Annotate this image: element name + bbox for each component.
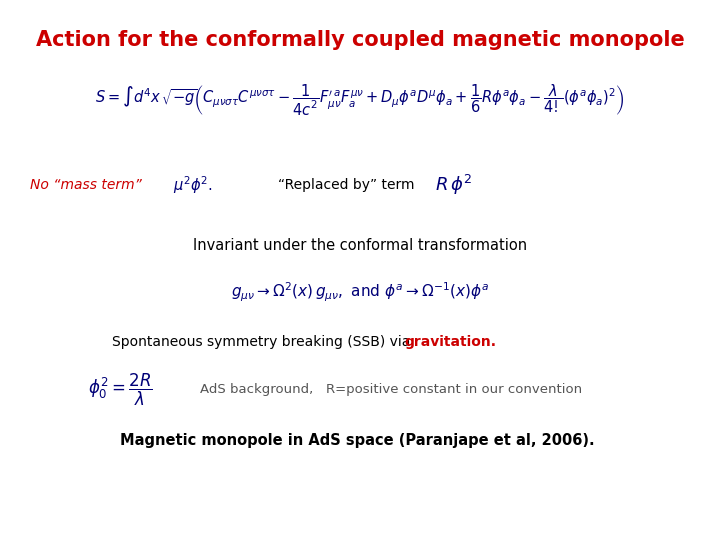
Text: $\mu^2\phi^2.$: $\mu^2\phi^2.$ <box>173 174 213 196</box>
Text: Spontaneous symmetry breaking (SSB) via: Spontaneous symmetry breaking (SSB) via <box>112 335 415 349</box>
Text: Invariant under the conformal transformation: Invariant under the conformal transforma… <box>193 238 527 253</box>
Text: $g_{\mu\nu} \to \Omega^2(x)\,g_{\mu\nu},\ \mathrm{and}\ \phi^a \to \Omega^{-1}(x: $g_{\mu\nu} \to \Omega^2(x)\,g_{\mu\nu},… <box>231 280 489 303</box>
Text: $R\,\phi^2$: $R\,\phi^2$ <box>435 173 472 197</box>
Text: AdS background,   R=positive constant in our convention: AdS background, R=positive constant in o… <box>200 383 582 396</box>
Text: Magnetic monopole in AdS space (Paranjape et al, 2006).: Magnetic monopole in AdS space (Paranjap… <box>120 433 595 448</box>
Text: gravitation.: gravitation. <box>404 335 496 349</box>
Text: $\phi_0^2 = \dfrac{2R}{\lambda}$: $\phi_0^2 = \dfrac{2R}{\lambda}$ <box>88 372 153 408</box>
Text: Action for the conformally coupled magnetic monopole: Action for the conformally coupled magne… <box>35 30 685 50</box>
Text: “Replaced by” term: “Replaced by” term <box>278 178 415 192</box>
Text: No “mass term”: No “mass term” <box>30 178 142 192</box>
Text: $S = \int d^4x\,\sqrt{-g}\!\left(C_{\mu\nu\sigma\tau}C^{\mu\nu\sigma\tau} - \dfr: $S = \int d^4x\,\sqrt{-g}\!\left(C_{\mu\… <box>95 83 625 118</box>
